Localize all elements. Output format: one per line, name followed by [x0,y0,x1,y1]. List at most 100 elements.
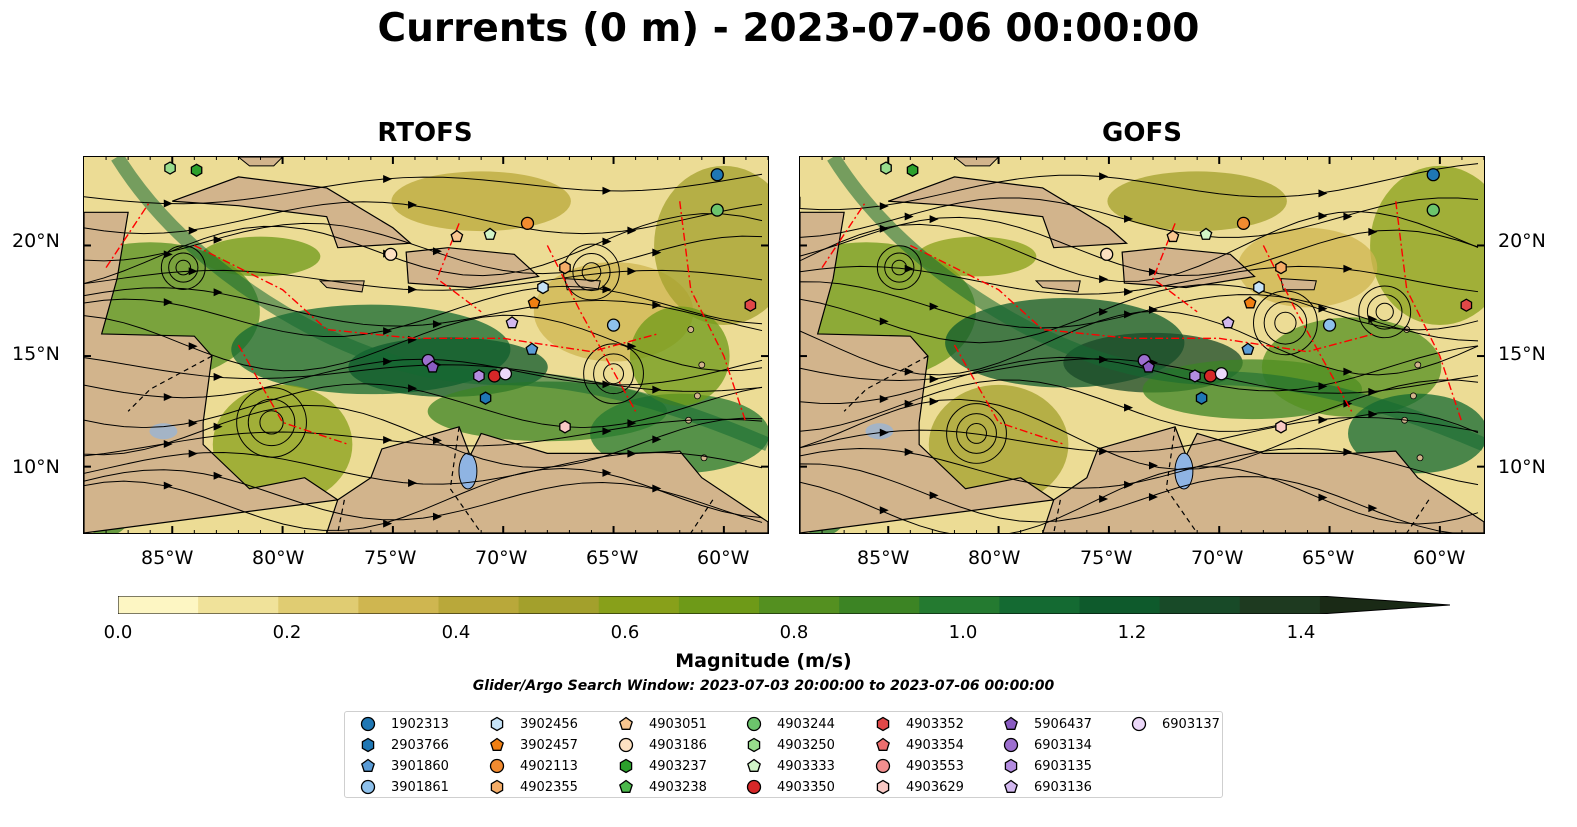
float-marker-4903237 [906,163,919,177]
float-marker-6903137 [498,367,513,381]
legend-label: 3902457 [520,737,578,753]
legend-marker-shape [619,758,633,774]
float-marker-4903186 [1100,247,1114,261]
legend-item: 4903250 [745,736,835,754]
float-marker-3901860 [525,342,539,355]
legend-label: 4903237 [649,758,707,774]
colorbar-segment [759,596,840,614]
legend-marker-icon [1003,737,1019,753]
colorbar-segment [438,596,520,614]
x-tick-label: 65°W [1302,547,1355,569]
colorbar-extend-arrow [1319,596,1450,614]
legend-marker-shape [619,779,633,793]
colorbar-segment [358,596,439,614]
float-marker-3901860 [1241,342,1255,355]
legend-marker-icon [875,758,891,774]
float-legend: 1902313 2903766 3901860 3901861 3902456 39024… [344,711,1223,798]
colorbar-segment [999,596,1080,614]
float-marker-6903135 [1189,369,1201,383]
legend-item: 4903238 [617,778,707,796]
x-tick-label: 85°W [141,547,194,569]
legend-marker-icon [490,737,504,751]
float-marker-4903352 [744,298,757,312]
legend-marker-shape [746,779,762,795]
legend-item: 4903244 [745,715,835,733]
legend-marker-icon [361,737,375,753]
legend-item: 2903766 [359,736,449,754]
legend-label: 6903137 [1162,716,1220,732]
legend-item: 4902355 [488,778,578,796]
legend-item: 4903333 [745,757,835,775]
legend-marker-shape [876,737,890,751]
float-marker-4903051 [450,229,464,243]
legend-marker-shape [619,716,633,730]
legend-item: 4903352 [874,715,964,733]
float-marker-1902313 [1426,168,1440,182]
x-tick-label: 70°W [475,547,528,569]
legend-marker-shape [1003,737,1019,753]
float-marker-3902456 [537,280,549,295]
float-marker-4903350 [487,369,502,383]
x-tick-label: 65°W [586,547,639,569]
panel-title-gofs: GOFS [1102,118,1182,148]
legend-label: 1902313 [391,716,449,732]
legend-marker-shape [360,779,376,795]
colorbar-segment [1239,596,1321,614]
legend-item: 3901861 [359,778,449,796]
legend-label: 3902456 [520,716,578,732]
x-tick-label: 70°W [1191,547,1244,569]
legend-label: 4903553 [906,758,964,774]
legend-marker-shape [360,716,376,732]
legend-item: 4903237 [617,757,707,775]
colorbar-tick-label: 1.2 [1117,622,1147,643]
legend-item: 4903186 [617,736,707,754]
legend-item: 3901860 [359,757,449,775]
legend-marker-icon [1004,779,1018,793]
float-marker-4902355 [559,260,571,275]
panel-title-rtofs: RTOFS [377,118,473,148]
float-marker-4903244 [710,203,724,217]
legend-marker-shape [490,737,504,751]
legend-marker-icon [1131,716,1147,732]
colorbar-label: Magnitude (m/s) [675,650,852,672]
legend-item: 4903051 [617,715,707,733]
colorbar-segment [118,596,199,614]
legend-marker-icon [747,737,761,753]
x-tick-label: 75°W [364,547,417,569]
legend-marker-icon [747,758,761,772]
legend-marker-shape [618,737,634,753]
legend-marker-shape [746,716,762,732]
colorbar-segment [678,596,760,614]
legend-label: 4902355 [520,779,578,795]
colorbar-segment [198,596,279,614]
legend-label: 4903352 [906,716,964,732]
legend-marker-shape [361,758,375,772]
legend-marker-icon [746,779,762,795]
float-marker-4902355 [1275,260,1287,275]
legend-item: 5906437 [1002,715,1092,733]
float-marker-2903766 [1195,391,1208,405]
legend-label: 4903186 [649,737,707,753]
legend-marker-icon [360,779,376,795]
colorbar-tick-label: 0.2 [272,622,302,643]
float-marker-5906437 [1142,360,1156,373]
legend-marker-icon [489,758,505,774]
y-tick-label: 10°N [1498,456,1546,478]
colorbar-segment [1159,596,1241,614]
map-gofs [799,156,1485,534]
legend-marker-icon [490,716,504,732]
legend-label: 4903350 [777,779,835,795]
legend-marker-icon [490,779,504,795]
x-tick-label: 75°W [1080,547,1133,569]
legend-marker-shape [361,737,375,753]
legend-marker-icon [1004,716,1018,730]
legend-marker-shape [747,758,761,772]
map-rtofs [83,156,769,534]
legend-label: 4903244 [777,716,835,732]
legend-item: 1902313 [359,715,449,733]
float-marker-6903137 [1214,367,1229,381]
legend-label: 6903134 [1034,737,1092,753]
colorbar-tick-label: 1.4 [1286,622,1316,643]
float-marker-6903136 [505,316,519,329]
x-tick-label: 60°W [1413,547,1466,569]
